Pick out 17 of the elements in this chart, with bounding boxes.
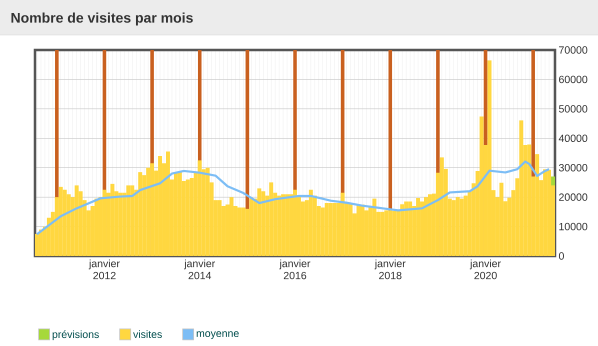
y-tick-label: 70000: [559, 46, 588, 54]
y-tick-label: 10000: [559, 222, 588, 230]
legend-label: prévisions: [52, 330, 99, 340]
x-tick-label: janvier 2016: [279, 260, 310, 280]
legend-label: visites: [133, 330, 162, 338]
x-tick-label: janvier 2012: [88, 260, 120, 280]
x-tick-label: janvier 2014: [184, 260, 216, 280]
y-tick-label: 0: [558, 252, 564, 260]
chart-title: Nombre de visites par mois: [11, 12, 193, 26]
y-tick-label: 20000: [559, 193, 588, 201]
x-tick-label: janvier 2020: [470, 260, 501, 280]
y-tick-label: 30000: [558, 164, 588, 172]
y-tick-label: 60000: [559, 76, 588, 84]
y-tick-label: 40000: [558, 134, 588, 142]
legend-label: moyenne: [196, 331, 239, 340]
y-tick-label: 50000: [558, 105, 588, 113]
x-tick-label: janvier 2018: [374, 260, 406, 280]
